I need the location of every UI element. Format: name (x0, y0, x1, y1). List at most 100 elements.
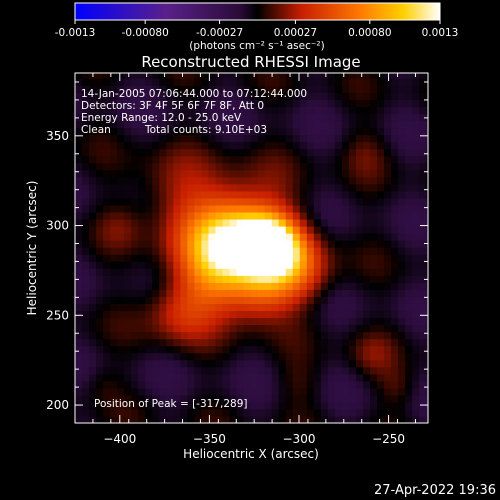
heatmap-cell (412, 155, 420, 164)
heatmap-cell (159, 247, 167, 255)
heatmap-cell (271, 373, 280, 382)
heatmap-cell (215, 218, 224, 227)
heatmap-cell (278, 73, 287, 79)
heatmap-cell (103, 303, 111, 312)
heatmap-cell (236, 233, 245, 241)
heatmap-cell (320, 233, 329, 241)
heatmap-cell (229, 162, 238, 171)
heatmap-cell (391, 120, 399, 129)
heatmap-cell (398, 148, 406, 157)
heatmap-cell (117, 113, 125, 122)
heatmap-cell (208, 169, 217, 178)
heatmap-cell (243, 247, 252, 255)
heatmap-cell (236, 134, 245, 143)
heatmap-cell (370, 73, 378, 79)
heatmap-cell (243, 134, 252, 143)
heatmap-cell (201, 85, 210, 93)
heatmap-cell (117, 296, 125, 304)
heatmap-cell (426, 289, 428, 297)
heatmap-cell (292, 408, 301, 417)
heatmap-image (75, 73, 428, 423)
heatmap-cell (398, 73, 406, 79)
heatmap-cell (236, 261, 245, 269)
heatmap-cell (159, 394, 167, 403)
heatmap-cell (173, 268, 181, 276)
heatmap-cell (278, 92, 287, 100)
heatmap-cell (173, 275, 181, 283)
heatmap-cell (124, 289, 132, 297)
heatmap-cell (96, 352, 104, 361)
heatmap-cell (341, 148, 350, 157)
heatmap-cell (257, 247, 266, 255)
heatmap-cell (131, 240, 139, 248)
heatmap-cell (117, 120, 125, 129)
heatmap-cell (348, 141, 357, 150)
heatmap-cell (370, 310, 378, 319)
heatmap-cell (152, 338, 160, 347)
heatmap-cell (320, 99, 329, 107)
heatmap-cell (201, 324, 210, 333)
heatmap-cell (257, 225, 266, 234)
heatmap-cell (222, 197, 231, 206)
heatmap-cell (117, 247, 125, 255)
heatmap-cell (250, 233, 259, 241)
heatmap-cell (405, 317, 413, 326)
heatmap-cell (264, 190, 273, 199)
heatmap-cell (370, 387, 378, 396)
heatmap-cell (173, 162, 181, 171)
heatmap-cell (110, 373, 118, 382)
heatmap-cell (201, 73, 210, 79)
heatmap-cell (384, 261, 392, 269)
colorbar-tick-label: -0.0013 (55, 27, 96, 39)
heatmap-cell (271, 387, 280, 396)
heatmap-cell (208, 78, 217, 86)
heatmap-cell (391, 338, 399, 347)
heatmap-cell (215, 303, 224, 312)
heatmap-cell (131, 261, 139, 269)
heatmap-cell (313, 176, 322, 185)
heatmap-cell (117, 282, 125, 290)
heatmap-cell (348, 92, 357, 100)
heatmap-cell (75, 73, 83, 79)
heatmap-cell (215, 359, 224, 368)
heatmap-cell (384, 296, 392, 304)
heatmap-cell (124, 247, 132, 255)
heatmap-cell (166, 190, 174, 199)
heatmap-cell (320, 190, 329, 199)
heatmap-cell (124, 99, 132, 107)
heatmap-cell (320, 141, 329, 150)
heatmap-cell (201, 134, 210, 143)
heatmap-cell (138, 296, 146, 304)
heatmap-cell (145, 345, 153, 354)
heatmap-cell (313, 204, 322, 213)
heatmap-cell (173, 141, 181, 150)
heatmap-cell (236, 99, 245, 107)
heatmap-cell (348, 85, 357, 93)
heatmap-cell (278, 247, 287, 255)
heatmap-cell (320, 254, 329, 262)
heatmap-cell (355, 310, 364, 319)
heatmap-cell (194, 176, 203, 185)
heatmap-cell (96, 408, 104, 417)
heatmap-cell (313, 233, 322, 241)
heatmap-cell (75, 92, 83, 100)
heatmap-cell (271, 268, 280, 276)
heatmap-cell (89, 247, 97, 255)
heatmap-cell (194, 359, 203, 368)
heatmap-cell (257, 387, 266, 396)
heatmap-cell (419, 99, 427, 107)
heatmap-cell (334, 352, 343, 361)
heatmap-cell (82, 310, 90, 319)
heatmap-cell (215, 211, 224, 220)
heatmap-cell (145, 211, 153, 220)
heatmap-cell (124, 240, 132, 248)
heatmap-cell (398, 296, 406, 304)
heatmap-cell (103, 113, 111, 122)
heatmap-cell (215, 345, 224, 354)
heatmap-cell (377, 127, 385, 136)
heatmap-cell (285, 387, 294, 396)
heatmap-cell (419, 303, 427, 312)
heatmap-cell (370, 324, 378, 333)
heatmap-cell (173, 127, 181, 136)
heatmap-cell (426, 268, 428, 276)
